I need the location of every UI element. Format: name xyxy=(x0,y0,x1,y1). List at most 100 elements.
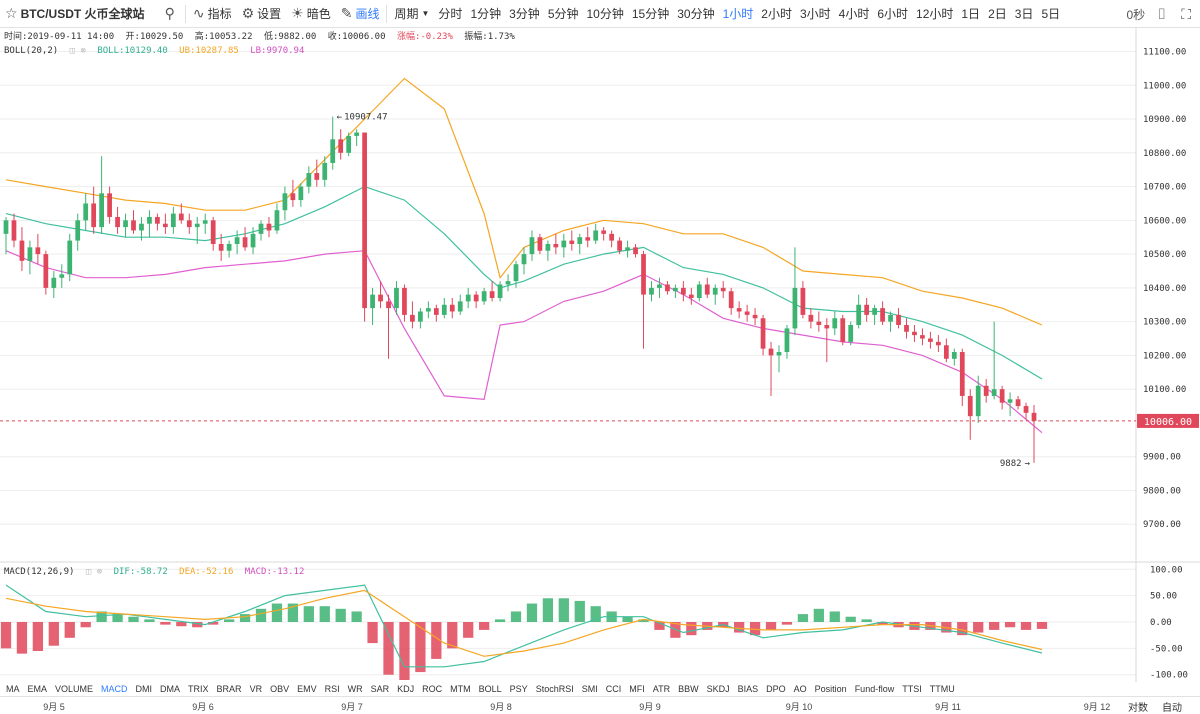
indicator-option[interactable]: BIAS xyxy=(737,684,759,694)
period-option[interactable]: 3日 xyxy=(1014,7,1034,21)
star-icon[interactable]: ☆ xyxy=(5,5,18,21)
price-tick-label: 10200.00 xyxy=(1143,351,1186,361)
indicator-option[interactable]: MACD xyxy=(101,684,128,694)
candle-body xyxy=(107,193,112,217)
indicator-option[interactable]: BBW xyxy=(678,684,699,694)
candle-body xyxy=(920,335,925,339)
indicator-option[interactable]: MTM xyxy=(450,684,471,694)
indicator-option[interactable]: PSY xyxy=(509,684,528,694)
boll-lines xyxy=(5,77,1043,434)
pencil-icon: ✎ xyxy=(340,5,353,21)
macd-histogram-bar xyxy=(431,622,442,659)
indicator-option[interactable]: WR xyxy=(347,684,363,694)
indicator-option[interactable]: DMA xyxy=(160,684,181,694)
current-price-tag xyxy=(1137,413,1199,428)
period-option[interactable]: 30分钟 xyxy=(677,7,715,21)
macd-axis: 100.00 50.00 0.00 -50.00 -100.00 xyxy=(1150,565,1188,680)
settings-button[interactable]: ⚙ 设置 xyxy=(237,0,287,28)
info-low: 低:9882.00 xyxy=(264,30,316,42)
macd-histogram-bar xyxy=(973,622,984,633)
date-axis: 对数 自动 9月 5 9月 6 9月 7 9月 8 9月 9 9月 10 9月 11 9月 1… xyxy=(0,696,1200,714)
indicator-option[interactable]: AO xyxy=(793,684,807,694)
countdown: 0秒 xyxy=(1120,0,1151,28)
indicator-option[interactable]: ATR xyxy=(652,684,671,694)
indicator-option[interactable]: EMA xyxy=(27,684,48,694)
price-tick-label: 10500.00 xyxy=(1143,250,1186,260)
indicator-option[interactable]: CCI xyxy=(605,684,622,694)
indicator-option[interactable]: ROC xyxy=(422,684,443,694)
macd-tick-label: 100.00 xyxy=(1150,565,1183,575)
indicator-option[interactable]: BRAR xyxy=(216,684,242,694)
candle-body xyxy=(744,311,750,315)
indicator-option[interactable]: Position xyxy=(814,684,847,694)
symbol-selector[interactable]: ☆ BTC/USDT 火币全球站 xyxy=(0,0,150,28)
candle-body xyxy=(545,243,551,251)
indicator-option[interactable]: BOLL xyxy=(478,684,502,694)
macd-dea-value: DEA:-52.16 xyxy=(179,567,233,577)
period-option[interactable]: 5日 xyxy=(1041,7,1061,21)
period-option[interactable]: 4小时 xyxy=(838,7,870,21)
candle-body xyxy=(306,173,312,187)
period-option[interactable]: 6小时 xyxy=(877,7,909,21)
period-option[interactable]: 3分钟 xyxy=(509,7,540,21)
period-option[interactable]: 分时 xyxy=(438,7,463,21)
indicator-option[interactable]: MA xyxy=(6,684,20,694)
auto-scale-button[interactable]: 自动 xyxy=(1162,703,1182,714)
macd-histogram-bar xyxy=(128,616,139,622)
indicator-option[interactable]: TRIX xyxy=(188,684,209,694)
period-option[interactable]: 1日 xyxy=(961,7,981,21)
indicator-option[interactable]: DPO xyxy=(766,684,786,694)
indicator-option[interactable]: MFI xyxy=(629,684,645,694)
indicator-option[interactable]: TTSI xyxy=(902,684,922,694)
dark-mode-button[interactable]: ☀ 暗色 xyxy=(286,0,336,28)
price-tick-label: 10300.00 xyxy=(1143,318,1186,328)
indicator-option[interactable]: VR xyxy=(249,684,263,694)
period-option[interactable]: 1分钟 xyxy=(470,7,502,21)
indicator-option[interactable]: SAR xyxy=(370,684,390,694)
candle-body xyxy=(1031,412,1037,421)
candle-body xyxy=(991,389,997,396)
indicator-option[interactable]: TTMU xyxy=(929,684,955,694)
boll-mid-value: BOLL:10129.40 xyxy=(97,46,167,56)
dark-mode-label: 暗色 xyxy=(306,7,331,21)
date-tick-label: 9月 11 xyxy=(935,702,961,712)
candle-body xyxy=(760,318,766,349)
fullscreen-button[interactable]: ⛶ xyxy=(1175,0,1200,28)
period-option[interactable]: 10分钟 xyxy=(586,7,624,21)
period-option[interactable]: 2日 xyxy=(988,7,1007,21)
period-option[interactable]: 2小时 xyxy=(761,7,792,21)
eye-icon[interactable]: ◫ ⊗ xyxy=(70,46,86,56)
indicator-option[interactable]: KDJ xyxy=(397,684,415,694)
indicator-option[interactable]: OBV xyxy=(270,684,290,694)
candle-body xyxy=(186,220,192,228)
period-option[interactable]: 12小时 xyxy=(916,7,954,21)
draw-button[interactable]: ✎ 画线 xyxy=(336,0,385,28)
indicator-option[interactable]: EMV xyxy=(297,684,317,694)
info-time: 时间:2019-09-11 14:00 xyxy=(4,30,114,42)
candle-body xyxy=(19,240,25,261)
indicator-option[interactable]: SKDJ xyxy=(706,684,730,694)
candle-body xyxy=(282,193,288,211)
period-dropdown[interactable]: 周期 ▼ xyxy=(389,0,434,28)
macd-histogram-bar xyxy=(447,622,458,649)
indicator-option[interactable]: RSI xyxy=(324,684,340,694)
period-option[interactable]: 5分钟 xyxy=(547,7,579,21)
macd-histogram-bar xyxy=(319,606,330,622)
indicator-option[interactable]: StochRSI xyxy=(535,684,574,694)
indicator-option[interactable]: Fund-flow xyxy=(854,684,895,694)
eye-icon[interactable]: ◫ ⊗ xyxy=(86,567,102,577)
period-option[interactable]: 15分钟 xyxy=(631,7,670,21)
indicators-button[interactable]: ∿ 指标 xyxy=(188,0,237,28)
symbol-search-button[interactable]: ⚲ xyxy=(150,0,183,28)
candle-body xyxy=(370,294,375,309)
period-option[interactable]: 3小时 xyxy=(799,7,831,21)
price-tick-label: 10400.00 xyxy=(1143,284,1186,294)
log-scale-button[interactable]: 对数 xyxy=(1128,703,1148,714)
indicator-option[interactable]: VOLUME xyxy=(55,684,94,694)
candle-body xyxy=(91,203,97,228)
indicator-option[interactable]: DMI xyxy=(135,684,153,694)
chart-area[interactable]: 11100.00 11000.00 10900.00 10800.00 10700.00… xyxy=(0,28,1200,682)
indicator-option[interactable]: SMI xyxy=(581,684,598,694)
period-option[interactable]: 1小时 xyxy=(722,7,754,21)
screenshot-button[interactable]: ⌷ xyxy=(1151,0,1175,28)
